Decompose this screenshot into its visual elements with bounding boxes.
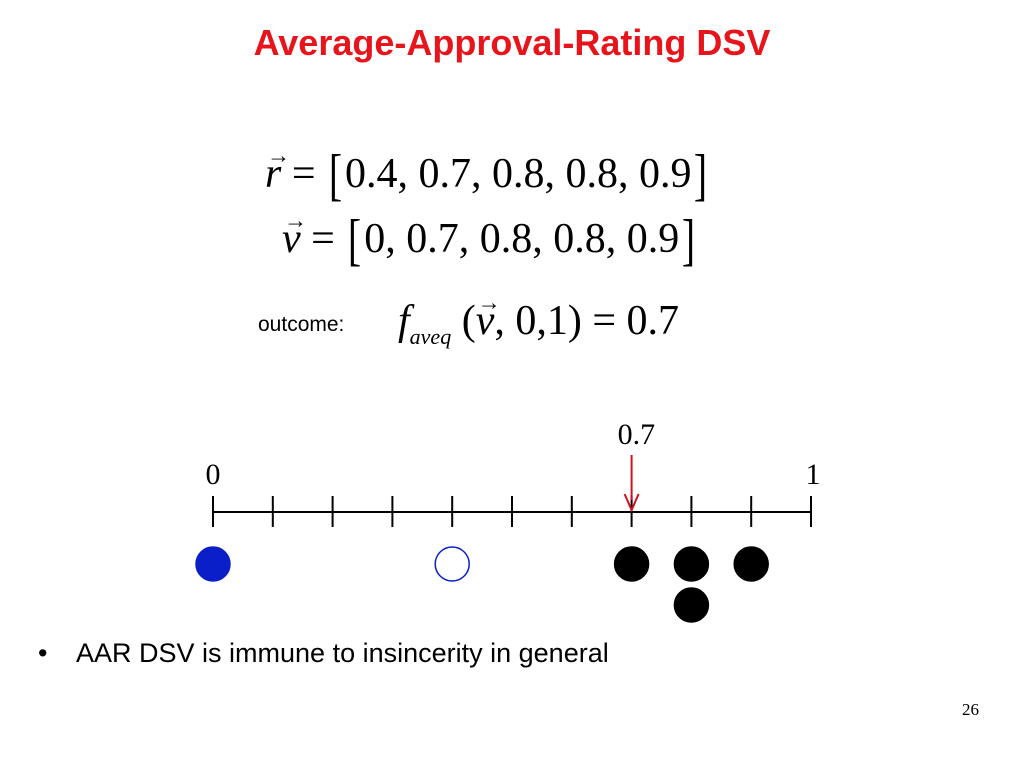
- r-values: 0.4, 0.7, 0.8, 0.8, 0.9: [344, 151, 692, 198]
- equation-outcome: faveq (→ v, 0,1) = 0.7: [398, 288, 680, 350]
- vote-dot: [673, 546, 710, 582]
- function-subscript: aveq: [409, 323, 452, 349]
- v-values: 0, 0.7, 0.8, 0.8, 0.9: [364, 216, 680, 263]
- vector-v: → v: [282, 206, 307, 263]
- outcome-marker-arrow: [623, 455, 640, 513]
- bullet-symbol: •: [38, 638, 48, 668]
- outcome-marker-label: 0.7: [617, 418, 656, 451]
- arrow-head-icon: [623, 493, 640, 513]
- equation-v: → v = [0, 0.7, 0.8, 0.8, 0.9]: [282, 206, 698, 272]
- close-bracket: ]: [682, 209, 696, 272]
- sincere-vote-dot: [195, 546, 231, 582]
- equals-sign: =: [311, 216, 335, 263]
- page-number: 26: [962, 700, 979, 719]
- outcome-result: 0.7: [626, 298, 680, 344]
- equation-r: → r = [0.4, 0.7, 0.8, 0.8, 0.9]: [265, 141, 710, 207]
- bullet-item: • AAR DSV is immune to insincerity in gen…: [38, 638, 609, 669]
- outcome-label: outcome:: [258, 313, 345, 336]
- function-name: f: [398, 298, 410, 344]
- equals-sign: =: [592, 298, 617, 344]
- vector-arrow-icon: →: [477, 288, 501, 315]
- vote-dots: [195, 546, 769, 623]
- vote-dot: [613, 546, 650, 582]
- slide-title: Average-Approval-Rating DSV: [253, 22, 771, 63]
- vector-r: → r: [265, 141, 290, 198]
- insincere-vote-dot: [434, 546, 470, 582]
- equals-sign: =: [291, 151, 316, 198]
- bullet-text: AAR DSV is immune to insincerity in gene…: [76, 638, 609, 668]
- vote-dot: [673, 587, 710, 623]
- vector-v-arg: → v: [475, 288, 501, 344]
- open-paren: (: [461, 298, 476, 344]
- scale-min-label: 0: [205, 458, 221, 491]
- open-bracket: [: [328, 144, 343, 207]
- vector-arrow-icon: →: [266, 141, 290, 168]
- open-bracket: [: [348, 209, 362, 272]
- function-args: , 0,1): [494, 298, 582, 344]
- vector-arrow-icon: →: [283, 206, 307, 233]
- close-bracket: ]: [694, 144, 708, 207]
- tick-marks: [212, 496, 812, 527]
- scale-max-label: 1: [805, 458, 821, 491]
- vote-dot: [733, 546, 769, 582]
